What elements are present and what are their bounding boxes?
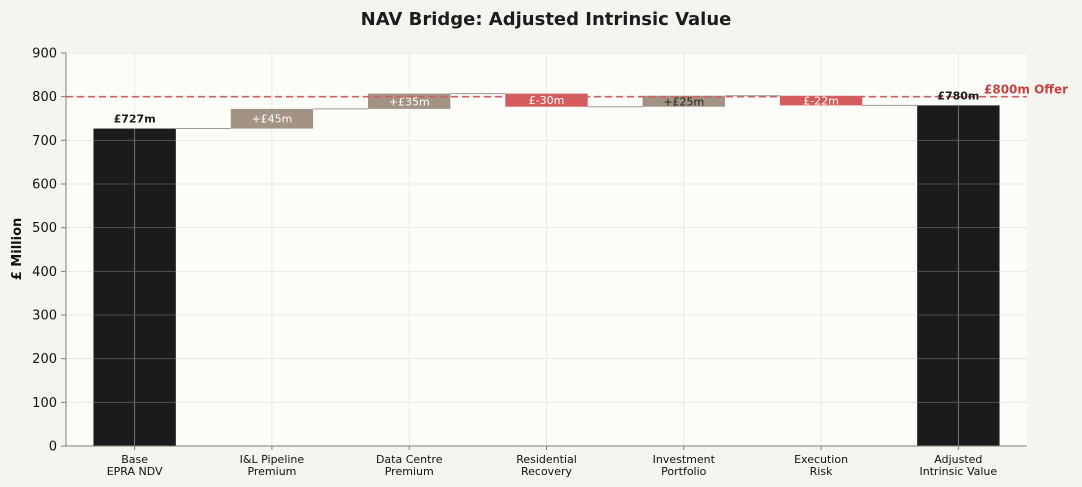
reference-layer: £800m Offer (66, 83, 1068, 98)
vertical-grid-layer (93, 105, 1000, 446)
x-tick-label: I&L Pipeline (240, 453, 305, 466)
x-tick-label: Execution (794, 453, 848, 466)
y-axis-label: £ Million (10, 218, 25, 281)
data-label-decrease: £-30m (529, 94, 565, 107)
data-label-increase: +£35m (389, 95, 430, 108)
x-tick-label: Data Centre (376, 453, 443, 466)
data-label-total: £727m (114, 113, 156, 126)
x-tick-label: Risk (810, 465, 833, 478)
x-tick-label: Portfolio (661, 465, 707, 478)
x-tick-label: Adjusted (934, 453, 982, 466)
bar-decrease (779, 95, 863, 106)
y-tick-label: 600 (32, 178, 57, 193)
chart-title: NAV Bridge: Adjusted Intrinsic Value (361, 9, 732, 30)
y-tick-label: 0 (49, 440, 57, 455)
x-tick-label: Investment (653, 453, 716, 466)
data-label-total: £780m (937, 89, 979, 102)
bar-increase (230, 108, 314, 129)
y-tick-label: 400 (32, 265, 57, 280)
x-tick-label: Recovery (521, 465, 572, 478)
data-label-decrease: £-22m (803, 95, 839, 108)
y-tick-label: 300 (32, 309, 57, 324)
y-tick-label: 500 (32, 221, 57, 236)
x-tick-label: Premium (247, 465, 296, 478)
y-tick-label: 200 (32, 352, 57, 367)
connector-layer (175, 93, 918, 130)
x-tick-label: Premium (385, 465, 434, 478)
data-label-increase: +£45m (251, 113, 292, 126)
data-label-increase: +£25m (663, 95, 704, 108)
x-tick-label: Intrinsic Value (920, 465, 998, 478)
x-tick-label: Residential (516, 453, 577, 466)
y-tick-label: 100 (32, 396, 57, 411)
y-tick-label: 900 (32, 47, 57, 62)
y-tick-label: 800 (32, 90, 57, 105)
x-tick-label: EPRA NDV (107, 465, 163, 478)
bar-increase (642, 95, 725, 107)
x-tick-label: Base (121, 453, 148, 466)
data-label-layer: £727m +£45m +£35m £-30m +£25m £-22m £780m (114, 89, 980, 125)
y-tick-label: 700 (32, 134, 57, 149)
offer-reference-label: £800m Offer (984, 83, 1068, 97)
